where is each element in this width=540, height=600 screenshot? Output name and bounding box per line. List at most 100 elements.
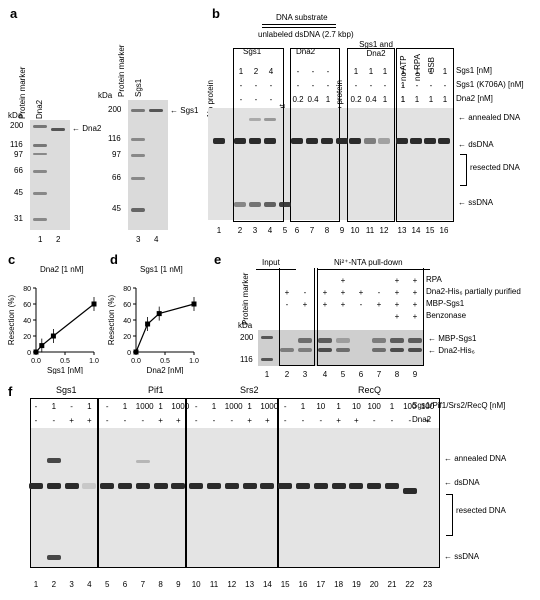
y-tick-label-3: 60 — [123, 302, 131, 309]
x-tick-label-0: 0.0 — [31, 358, 41, 365]
b-lane-num-5: 5 — [282, 226, 288, 235]
f-row1-10: 1 — [211, 402, 217, 411]
e-dna2-band-5 — [390, 348, 404, 352]
b-cond-dna2_row-9: 1 — [400, 95, 406, 104]
f-row1-label: Sgs1/Pif1/Srs2/RecQ [nM] — [412, 401, 506, 410]
b-lane-num-4: 4 — [267, 226, 273, 235]
b-ann-annealed: ← annealed DNA — [458, 113, 521, 122]
b-ann-ssdna: ← ssDNA — [458, 198, 494, 207]
b-cond-sgs1_row-3: - — [296, 67, 300, 76]
f-row2-12: + — [247, 416, 252, 425]
f-dsdna-band-19 — [349, 483, 364, 489]
f-row2-13: + — [265, 416, 270, 425]
f-row2-11: - — [230, 416, 234, 425]
e-cond-mbp_row-7: + — [412, 300, 418, 309]
e-cond-dna2_row-1: - — [303, 288, 307, 297]
b-lane-num-9: 9 — [339, 226, 345, 235]
data-point-3 — [91, 301, 97, 307]
lane-num-a1: 1 — [38, 235, 43, 244]
e-cond-mbp_row-3: + — [340, 300, 346, 309]
e-cond-dna2_row-2: + — [322, 288, 328, 297]
y-tick-label-1: 20 — [123, 334, 131, 341]
b-ann-annealed-label: annealed DNA — [468, 113, 521, 122]
chart-title: Dna2 [1 nM] — [40, 265, 84, 274]
f-lane-num-12: 12 — [227, 580, 237, 589]
b-lane-num-10: 10 — [350, 226, 360, 235]
lane-num-a3: 3 — [136, 235, 141, 244]
b-cond-sgs1_row-13: 1 — [442, 67, 448, 76]
b-cond-dna2_row-1: - — [254, 95, 258, 104]
f-box-srs2 — [186, 398, 278, 568]
e-cond-mbp_row-1: + — [302, 300, 308, 309]
kda-label: kDa — [8, 111, 23, 120]
e-dna2-band-1 — [298, 348, 312, 352]
b-dsdna-band-13 — [396, 138, 408, 144]
f-dsdna-band-18 — [331, 483, 346, 489]
b-dsdna-band-4 — [264, 138, 276, 144]
b-ssdna-band-2 — [264, 202, 276, 207]
b-group-sgs1: Sgs1 — [243, 47, 262, 56]
x-tick-label-1: 0.5 — [160, 358, 170, 365]
panel-label-d: d — [110, 252, 118, 267]
f-ann-annealed: ← annealed DNA — [444, 454, 507, 463]
f-ann-dsdna: ← dsDNA — [444, 478, 480, 487]
arrow-dna2-label: Dna2 — [82, 124, 102, 133]
f-row1-8: 1000 — [171, 402, 190, 411]
e-pulldown-line — [318, 269, 430, 270]
f-row2-0: - — [34, 416, 38, 425]
f-lane-num-14: 14 — [262, 580, 272, 589]
marker-r-45: 45 — [112, 204, 121, 213]
e-lane-num-2: 2 — [284, 370, 290, 379]
b-cond-sgs1_row-8: 1 — [382, 67, 388, 76]
b-dsdna-band-8 — [321, 138, 333, 144]
b-cond-sgs1_row-4: - — [311, 67, 315, 76]
f-dsdna-band-12 — [224, 483, 239, 489]
f-ann-dsdna-label: dsDNA — [454, 478, 480, 487]
f-ann-resected: resected DNA — [456, 506, 506, 515]
e-row-rpa: RPA — [426, 275, 442, 284]
f-group-recq: RecQ — [358, 385, 382, 395]
b-ann-resected-label: resected DNA — [470, 163, 520, 172]
e-input-label: Input — [262, 258, 280, 267]
panel-label-b: b — [212, 6, 220, 21]
f-bracket — [446, 494, 453, 536]
f-row2-3: + — [87, 416, 92, 425]
b-lane-num-7: 7 — [309, 226, 315, 235]
f-row2-21: - — [408, 416, 412, 425]
f-lane-num-21: 21 — [387, 580, 397, 589]
f-lane-num-17: 17 — [316, 580, 326, 589]
b-cond-sgs1_row-6: 1 — [353, 67, 359, 76]
series-line — [135, 303, 195, 353]
f-row2-18: + — [354, 416, 359, 425]
e-cond-benz_row-6: + — [394, 312, 400, 321]
f-row1-18: 10 — [351, 402, 361, 411]
f-dsdna-band-2 — [46, 483, 61, 489]
y-tick-label-2: 40 — [23, 318, 31, 325]
b-ann-ssdna-label: ssDNA — [468, 198, 494, 207]
marker-r-66: 66 — [112, 173, 121, 182]
e-lane-num-8: 8 — [394, 370, 400, 379]
b-ssdna-band-0 — [234, 202, 246, 207]
y-tick-label-0: 0 — [27, 350, 31, 357]
b-dsdna-band-11 — [364, 138, 376, 144]
b-box-sgs1-dna2 — [347, 48, 395, 222]
b-cond-sgs1_row-11: 1 — [414, 67, 420, 76]
e-lane-num-1: 1 — [264, 370, 270, 379]
lane-header-dna2: Dna2 — [35, 99, 44, 119]
b-group-sgs1-dna2: Sgs1 and Dna2 — [359, 40, 393, 58]
b-cond-dna2_row-2: - — [269, 95, 273, 104]
b-box-sgs1 — [233, 48, 284, 222]
b-cond-dna2_row-11: 1 — [414, 95, 420, 104]
e-row-mbp: MBP-Sgs1 — [426, 299, 465, 308]
b-lane-num-15: 15 — [425, 226, 435, 235]
y-tick-label-4: 80 — [123, 286, 131, 293]
e-cond-mbp_row-6: + — [394, 300, 400, 309]
e-arrow-dna2: ← Dna2-His₆ — [428, 346, 475, 355]
b-cond-k706_row-11: - — [415, 81, 419, 90]
f-lane-num-20: 20 — [369, 580, 379, 589]
marker-r-116: 116 — [108, 134, 121, 143]
data-point-2 — [156, 311, 162, 317]
f-dsdna-band-15 — [278, 483, 293, 489]
b-dsdna-band-7 — [306, 138, 318, 144]
data-point-3 — [191, 301, 197, 307]
